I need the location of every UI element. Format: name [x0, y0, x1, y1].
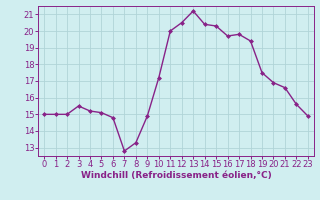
X-axis label: Windchill (Refroidissement éolien,°C): Windchill (Refroidissement éolien,°C) [81, 171, 271, 180]
